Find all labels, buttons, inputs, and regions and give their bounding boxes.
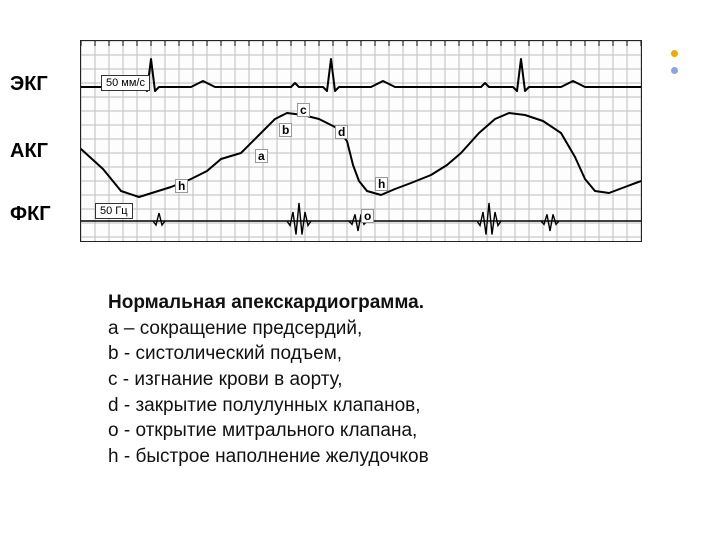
bullet-dot [671,50,678,57]
caption-line: c - изгнание крови в аорту, [108,369,343,390]
akg-point-c: c [297,103,310,117]
row-label-akg: АКГ [10,140,80,163]
caption-line: o - открытие митрального клапана, [108,420,417,441]
akg-point-h2: h [375,177,388,191]
caption-title: Нормальная апекскардиограмма. [108,292,424,313]
row-label-fkg: ФКГ [10,203,80,226]
caption-line: a – сокращение предсердий, [108,318,362,339]
cardiogram-figure: 50 мм/с 50 Гц h abc d h o [80,40,642,242]
caption-line: b - систолический подъем, [108,343,342,364]
slide-bullets [671,50,678,84]
akg-point-h: h [175,179,188,193]
calibration-freq: 50 Гц [95,203,133,219]
akg-point-a: a [255,149,268,163]
row-label-ecg: ЭКГ [10,73,80,96]
akg-point-d: d [335,125,348,139]
akg-point-o: o [361,209,374,223]
bullet-dot [671,67,678,74]
caption-line: d - закрытие полулунных клапанов, [108,395,421,416]
top-ticks [81,41,641,46]
caption: Нормальная апекскардиограмма. a – сокращ… [108,290,660,469]
caption-line: h - быстрое наполнение желудочков [108,446,429,467]
calibration-speed: 50 мм/с [101,75,150,91]
akg-point-b: b [279,123,292,137]
trace-row-labels: ЭКГ АКГ ФКГ [10,40,80,240]
